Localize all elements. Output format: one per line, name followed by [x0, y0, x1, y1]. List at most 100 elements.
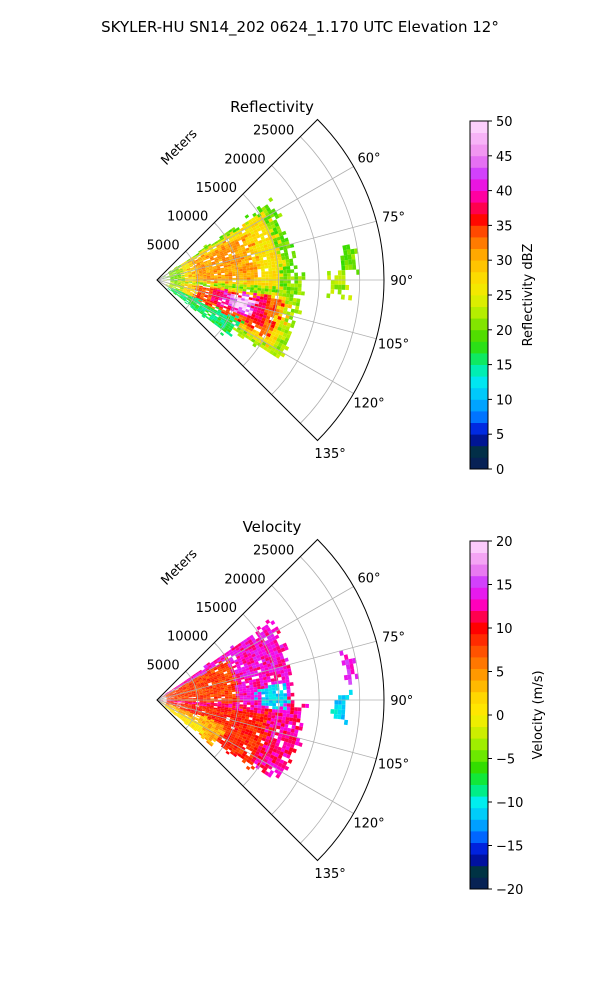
- echo-cell: [253, 340, 259, 345]
- echo-cell: [199, 680, 204, 684]
- echo-cell: [268, 637, 273, 643]
- echo-cell: [197, 265, 202, 268]
- echo-cell: [262, 253, 267, 258]
- echo-cell: [216, 712, 220, 715]
- colorbar-swatch: [470, 819, 488, 832]
- echo-cell: [221, 285, 225, 288]
- echo-cell: [187, 691, 192, 694]
- echo-cell: [217, 247, 222, 251]
- echo-cell: [231, 227, 236, 231]
- echo-cell: [295, 737, 301, 743]
- echo-cell: [197, 712, 202, 715]
- echo-cell: [250, 217, 256, 222]
- echo-cell: [199, 694, 203, 696]
- echo-cell: [286, 262, 290, 267]
- echo-cell: [169, 273, 173, 276]
- echo-cell: [191, 285, 196, 288]
- echo-cell: [209, 287, 214, 289]
- echo-cell: [209, 729, 214, 733]
- echo-cell: [275, 684, 280, 688]
- echo-cell: [216, 657, 221, 661]
- echo-cell: [188, 716, 192, 719]
- echo-cell: [253, 317, 258, 322]
- echo-cell: [276, 337, 281, 343]
- echo-cell: [218, 727, 223, 731]
- echo-cell: [230, 743, 235, 747]
- echo-cell: [241, 718, 245, 721]
- echo-cell: [279, 696, 284, 700]
- echo-cell: [285, 325, 290, 331]
- echo-cell: [206, 691, 210, 694]
- echo-cell: [172, 705, 177, 708]
- echo-cell: [194, 299, 199, 302]
- echo-cell: [243, 277, 247, 280]
- echo-cell: [193, 301, 197, 305]
- echo-cell: [256, 715, 261, 720]
- echo-cell: [257, 640, 262, 645]
- echo-cell: [199, 705, 203, 708]
- range-tick-label: 10000: [167, 210, 208, 225]
- echo-cell: [191, 690, 196, 693]
- echo-cell: [282, 245, 288, 250]
- echo-cell: [245, 291, 250, 295]
- echo-cell: [224, 664, 229, 668]
- echo-cell: [256, 263, 261, 267]
- echo-cell: [244, 258, 249, 262]
- echo-cell: [225, 667, 230, 672]
- echo-cell: [170, 700, 174, 701]
- echo-cell: [275, 267, 280, 271]
- echo-cell: [266, 720, 271, 724]
- echo-cell: [257, 707, 262, 711]
- echo-cell: [203, 716, 208, 720]
- echo-cell: [173, 277, 178, 279]
- echo-cell: [271, 712, 276, 716]
- echo-cell: [226, 328, 232, 333]
- echo-cell: [204, 715, 208, 718]
- echo-cell: [209, 316, 214, 320]
- echo-cell: [291, 725, 296, 730]
- echo-cell: [179, 709, 183, 712]
- echo-cell: [287, 671, 293, 676]
- echo-cell: [212, 666, 217, 670]
- colorbar-tick-label: 15: [496, 579, 513, 594]
- echo-cell: [169, 284, 174, 286]
- echo-cell: [168, 690, 172, 693]
- echo-cell: [246, 702, 251, 705]
- echo-cell: [272, 647, 278, 652]
- echo-cell: [245, 260, 250, 264]
- echo-cell: [215, 726, 220, 730]
- echo-cell: [210, 249, 215, 253]
- echo-cell: [228, 690, 232, 693]
- echo-cell: [239, 708, 243, 712]
- echo-cell: [209, 255, 214, 259]
- echo-cell: [222, 679, 227, 683]
- echo-cell: [189, 265, 194, 268]
- echo-cell: [282, 683, 287, 687]
- echo-cell: [162, 694, 166, 697]
- echo-cell: [213, 301, 218, 305]
- echo-cell: [188, 261, 192, 264]
- echo-cell: [275, 225, 281, 231]
- echo-cell: [253, 707, 258, 711]
- echo-cell: [290, 287, 295, 291]
- echo-cell: [239, 322, 244, 327]
- echo-cell: [255, 637, 261, 643]
- echo-cell: [205, 255, 210, 259]
- echo-cell: [284, 646, 289, 651]
- echo-cell: [283, 706, 287, 711]
- echo-cell: [212, 291, 217, 295]
- echo-cell: [222, 328, 227, 333]
- echo-cell: [261, 285, 266, 289]
- colorbar-swatch: [470, 318, 488, 331]
- echo-cell: [290, 269, 295, 273]
- echo-cell: [183, 716, 188, 720]
- echo-cell: [246, 282, 251, 285]
- echo-cell: [177, 712, 181, 716]
- echo-cell: [177, 274, 181, 276]
- echo-cell: [247, 312, 253, 317]
- echo-cell: [200, 295, 204, 298]
- echo-cell: [239, 724, 244, 728]
- echo-cell: [207, 260, 212, 264]
- colorbar-swatch: [470, 387, 488, 400]
- echo-cell: [206, 702, 211, 705]
